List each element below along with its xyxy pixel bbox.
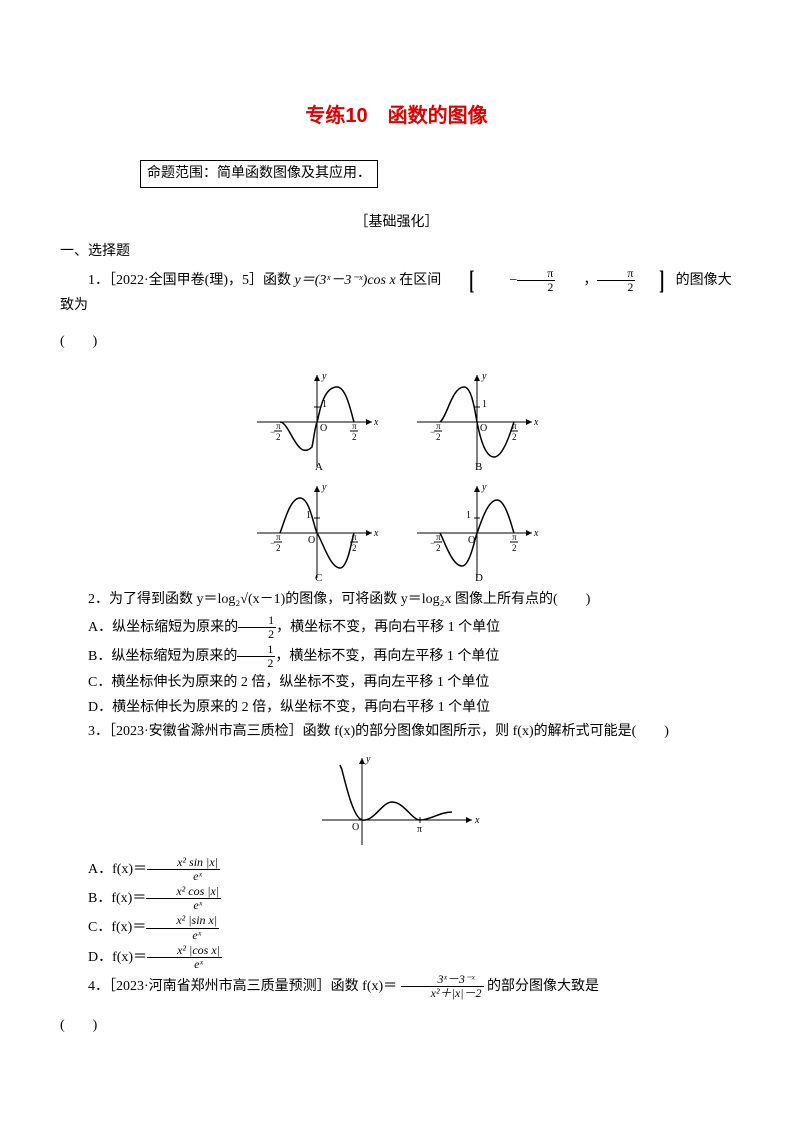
svg-text:π: π — [352, 421, 357, 431]
graph-a: x y O 1 −π2 π2 A — [252, 367, 382, 472]
section-basic-label: ［基础强化］ — [60, 212, 733, 234]
q1-prefix: 1．［2022·全国甲卷(理)，5］函数 — [88, 273, 295, 288]
svg-text:1: 1 — [466, 510, 471, 521]
svg-text:2: 2 — [276, 543, 281, 553]
svg-text:−: − — [270, 427, 275, 437]
q2-text: 2．为了得到函数 y＝log₂√(x－1)的图像，可将函数 y＝log₂x 图像… — [60, 589, 733, 611]
svg-text:x: x — [373, 417, 379, 428]
q1-blank: ( ) — [60, 331, 733, 353]
svg-text:y: y — [365, 754, 371, 765]
svg-text:x: x — [474, 815, 480, 826]
svg-text:O: O — [320, 423, 327, 434]
svg-text:π: π — [436, 421, 441, 431]
page-title: 专练10 函数的图像 — [60, 100, 733, 132]
svg-text:π: π — [417, 824, 422, 835]
svg-text:D: D — [475, 572, 483, 583]
svg-text:y: y — [321, 482, 327, 493]
svg-text:y: y — [321, 371, 327, 382]
q4-text: 4．［2023·河南省郑州市高三质量预测］函数 f(x)＝ 3ˣ－3⁻ˣx²＋|… — [60, 973, 733, 1000]
svg-text:2: 2 — [352, 432, 357, 442]
svg-text:1: 1 — [482, 399, 487, 410]
svg-text:C: C — [315, 572, 322, 583]
q1-mid: 在区间 — [399, 273, 441, 288]
svg-text:x: x — [533, 528, 539, 539]
svg-text:2: 2 — [512, 543, 517, 553]
svg-text:−: − — [430, 538, 435, 548]
svg-text:2: 2 — [512, 432, 517, 442]
q3-graph: x y O π — [60, 750, 733, 850]
svg-text:π: π — [512, 532, 517, 542]
svg-text:−: − — [430, 427, 435, 437]
svg-text:B: B — [475, 461, 482, 472]
q4-blank: ( ) — [60, 1015, 733, 1037]
q2-options: A．纵坐标缩短为原来的12，横坐标不变，再向右平移 1 个单位 B．纵坐标缩短为… — [60, 614, 733, 720]
svg-text:x: x — [533, 417, 539, 428]
svg-text:π: π — [276, 532, 281, 542]
svg-text:O: O — [480, 423, 487, 434]
q1-graphs: x y O 1 −π2 π2 A x y O 1 −π2 π2 B — [60, 367, 733, 583]
q1-func: y＝(3ˣ－3⁻ˣ)cos x — [295, 273, 396, 288]
svg-text:A: A — [315, 461, 323, 472]
q1-text: 1．［2022·全国甲卷(理)，5］函数 y＝(3ˣ－3⁻ˣ)cos x 在区间… — [60, 267, 733, 317]
graph-b: x y O 1 −π2 π2 B — [412, 367, 542, 472]
svg-text:2: 2 — [436, 432, 441, 442]
svg-text:−: − — [270, 538, 275, 548]
scope-box: 命题范围：简单函数图像及其应用． — [140, 160, 378, 188]
svg-text:x: x — [373, 528, 379, 539]
q1-interval: [ −π2 ， π2 ] — [445, 267, 672, 294]
mc-heading: 一、选择题 — [60, 241, 733, 263]
graph-c: x y O 1 −π2 π2 C — [252, 478, 382, 583]
svg-text:2: 2 — [276, 432, 281, 442]
svg-text:O: O — [352, 822, 359, 833]
svg-text:2: 2 — [436, 543, 441, 553]
graph-d: x y O 1 −π2 π2 D — [412, 478, 542, 583]
svg-text:y: y — [481, 371, 487, 382]
svg-text:y: y — [481, 482, 487, 493]
q3-text: 3．［2023·安徽省滁州市高三质检］函数 f(x)的部分图像如图所示，则 f(… — [60, 721, 733, 743]
svg-text:2: 2 — [352, 543, 357, 553]
q3-options: A．f(x)＝x² sin |x|eˣ B．f(x)＝x² cos |x|eˣ … — [60, 856, 733, 972]
svg-text:O: O — [308, 535, 315, 546]
